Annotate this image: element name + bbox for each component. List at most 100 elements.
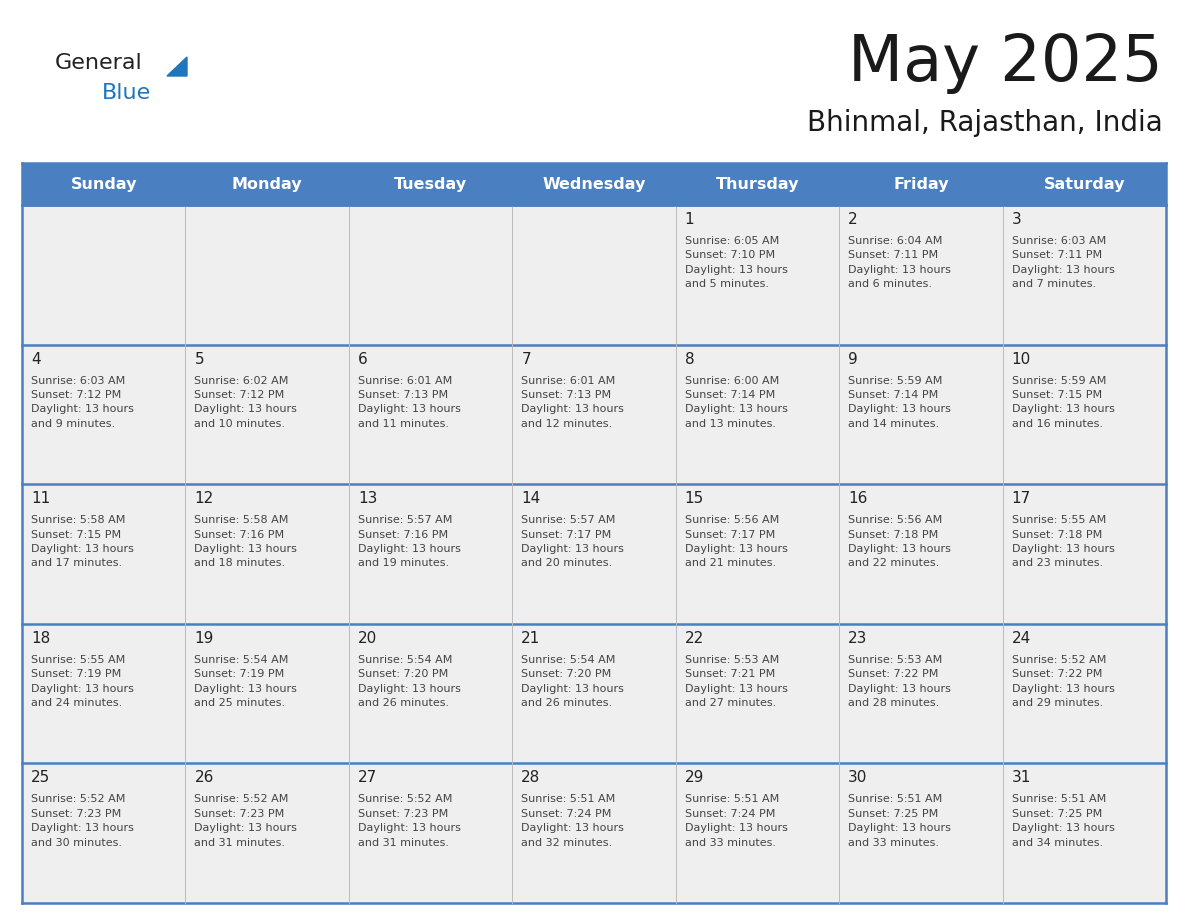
Text: 25: 25 <box>31 770 50 786</box>
Bar <box>676 205 839 344</box>
Text: Sunrise: 6:01 AM
Sunset: 7:13 PM
Daylight: 13 hours
and 12 minutes.: Sunrise: 6:01 AM Sunset: 7:13 PM Dayligh… <box>522 375 624 429</box>
Text: 6: 6 <box>358 352 367 366</box>
Text: Blue: Blue <box>102 83 151 103</box>
Text: Sunrise: 5:51 AM
Sunset: 7:24 PM
Daylight: 13 hours
and 33 minutes.: Sunrise: 5:51 AM Sunset: 7:24 PM Dayligh… <box>684 794 788 847</box>
Text: 16: 16 <box>848 491 867 506</box>
Text: 30: 30 <box>848 770 867 786</box>
Bar <box>1003 344 1165 484</box>
Bar <box>349 624 512 764</box>
Bar <box>185 205 349 344</box>
Text: Sunrise: 5:53 AM
Sunset: 7:21 PM
Daylight: 13 hours
and 27 minutes.: Sunrise: 5:53 AM Sunset: 7:21 PM Dayligh… <box>684 655 788 708</box>
Bar <box>349 344 512 484</box>
Bar <box>676 484 839 624</box>
Text: 14: 14 <box>522 491 541 506</box>
Text: Sunrise: 5:54 AM
Sunset: 7:19 PM
Daylight: 13 hours
and 25 minutes.: Sunrise: 5:54 AM Sunset: 7:19 PM Dayligh… <box>195 655 297 708</box>
Text: 27: 27 <box>358 770 377 786</box>
Text: 11: 11 <box>31 491 50 506</box>
Text: 20: 20 <box>358 631 377 645</box>
Text: Sunrise: 6:00 AM
Sunset: 7:14 PM
Daylight: 13 hours
and 13 minutes.: Sunrise: 6:00 AM Sunset: 7:14 PM Dayligh… <box>684 375 788 429</box>
Text: 22: 22 <box>684 631 704 645</box>
Text: Sunday: Sunday <box>70 176 137 192</box>
Text: Tuesday: Tuesday <box>394 176 467 192</box>
Text: 21: 21 <box>522 631 541 645</box>
Bar <box>1003 484 1165 624</box>
Text: 8: 8 <box>684 352 694 366</box>
Text: 7: 7 <box>522 352 531 366</box>
Bar <box>839 764 1003 903</box>
Bar <box>512 484 676 624</box>
Bar <box>185 624 349 764</box>
Bar <box>676 764 839 903</box>
Bar <box>512 344 676 484</box>
Bar <box>185 344 349 484</box>
Text: Sunrise: 5:51 AM
Sunset: 7:25 PM
Daylight: 13 hours
and 34 minutes.: Sunrise: 5:51 AM Sunset: 7:25 PM Dayligh… <box>1011 794 1114 847</box>
Bar <box>23 205 185 344</box>
Text: Saturday: Saturday <box>1043 176 1125 192</box>
Text: Sunrise: 6:02 AM
Sunset: 7:12 PM
Daylight: 13 hours
and 10 minutes.: Sunrise: 6:02 AM Sunset: 7:12 PM Dayligh… <box>195 375 297 429</box>
Text: 9: 9 <box>848 352 858 366</box>
Text: Sunrise: 5:53 AM
Sunset: 7:22 PM
Daylight: 13 hours
and 28 minutes.: Sunrise: 5:53 AM Sunset: 7:22 PM Dayligh… <box>848 655 952 708</box>
Text: Friday: Friday <box>893 176 949 192</box>
Text: 29: 29 <box>684 770 704 786</box>
Text: 19: 19 <box>195 631 214 645</box>
Bar <box>349 764 512 903</box>
Text: Sunrise: 6:03 AM
Sunset: 7:11 PM
Daylight: 13 hours
and 7 minutes.: Sunrise: 6:03 AM Sunset: 7:11 PM Dayligh… <box>1011 236 1114 289</box>
Text: 31: 31 <box>1011 770 1031 786</box>
Bar <box>839 624 1003 764</box>
Text: 24: 24 <box>1011 631 1031 645</box>
Text: Thursday: Thursday <box>715 176 800 192</box>
Text: Sunrise: 6:03 AM
Sunset: 7:12 PM
Daylight: 13 hours
and 9 minutes.: Sunrise: 6:03 AM Sunset: 7:12 PM Dayligh… <box>31 375 134 429</box>
Text: 13: 13 <box>358 491 378 506</box>
Bar <box>349 205 512 344</box>
Text: 10: 10 <box>1011 352 1031 366</box>
Bar <box>23 163 1165 205</box>
Text: Sunrise: 5:51 AM
Sunset: 7:24 PM
Daylight: 13 hours
and 32 minutes.: Sunrise: 5:51 AM Sunset: 7:24 PM Dayligh… <box>522 794 624 847</box>
Text: 28: 28 <box>522 770 541 786</box>
Text: 12: 12 <box>195 491 214 506</box>
Text: Sunrise: 5:55 AM
Sunset: 7:19 PM
Daylight: 13 hours
and 24 minutes.: Sunrise: 5:55 AM Sunset: 7:19 PM Dayligh… <box>31 655 134 708</box>
Polygon shape <box>168 57 187 76</box>
Text: 18: 18 <box>31 631 50 645</box>
Text: Wednesday: Wednesday <box>542 176 646 192</box>
Text: 23: 23 <box>848 631 867 645</box>
Text: Monday: Monday <box>232 176 303 192</box>
Text: Sunrise: 5:54 AM
Sunset: 7:20 PM
Daylight: 13 hours
and 26 minutes.: Sunrise: 5:54 AM Sunset: 7:20 PM Dayligh… <box>522 655 624 708</box>
Text: Sunrise: 5:56 AM
Sunset: 7:18 PM
Daylight: 13 hours
and 22 minutes.: Sunrise: 5:56 AM Sunset: 7:18 PM Dayligh… <box>848 515 952 568</box>
Text: Sunrise: 5:57 AM
Sunset: 7:16 PM
Daylight: 13 hours
and 19 minutes.: Sunrise: 5:57 AM Sunset: 7:16 PM Dayligh… <box>358 515 461 568</box>
Bar <box>839 484 1003 624</box>
Bar <box>676 624 839 764</box>
Text: 5: 5 <box>195 352 204 366</box>
Bar <box>1003 205 1165 344</box>
Text: Sunrise: 6:04 AM
Sunset: 7:11 PM
Daylight: 13 hours
and 6 minutes.: Sunrise: 6:04 AM Sunset: 7:11 PM Dayligh… <box>848 236 952 289</box>
Bar <box>839 344 1003 484</box>
Text: Sunrise: 5:52 AM
Sunset: 7:23 PM
Daylight: 13 hours
and 31 minutes.: Sunrise: 5:52 AM Sunset: 7:23 PM Dayligh… <box>195 794 297 847</box>
Bar <box>839 205 1003 344</box>
Bar <box>23 624 185 764</box>
Bar <box>1003 764 1165 903</box>
Bar <box>512 764 676 903</box>
Text: May 2025: May 2025 <box>848 32 1163 94</box>
Bar <box>676 344 839 484</box>
Text: 3: 3 <box>1011 212 1022 227</box>
Text: Sunrise: 5:57 AM
Sunset: 7:17 PM
Daylight: 13 hours
and 20 minutes.: Sunrise: 5:57 AM Sunset: 7:17 PM Dayligh… <box>522 515 624 568</box>
Text: Sunrise: 5:56 AM
Sunset: 7:17 PM
Daylight: 13 hours
and 21 minutes.: Sunrise: 5:56 AM Sunset: 7:17 PM Dayligh… <box>684 515 788 568</box>
Bar <box>185 484 349 624</box>
Text: Sunrise: 5:55 AM
Sunset: 7:18 PM
Daylight: 13 hours
and 23 minutes.: Sunrise: 5:55 AM Sunset: 7:18 PM Dayligh… <box>1011 515 1114 568</box>
Text: Sunrise: 5:52 AM
Sunset: 7:23 PM
Daylight: 13 hours
and 31 minutes.: Sunrise: 5:52 AM Sunset: 7:23 PM Dayligh… <box>358 794 461 847</box>
Text: Sunrise: 5:58 AM
Sunset: 7:15 PM
Daylight: 13 hours
and 17 minutes.: Sunrise: 5:58 AM Sunset: 7:15 PM Dayligh… <box>31 515 134 568</box>
Text: General: General <box>55 53 143 73</box>
Bar <box>512 205 676 344</box>
Text: Sunrise: 6:01 AM
Sunset: 7:13 PM
Daylight: 13 hours
and 11 minutes.: Sunrise: 6:01 AM Sunset: 7:13 PM Dayligh… <box>358 375 461 429</box>
Text: 4: 4 <box>31 352 40 366</box>
Bar <box>512 624 676 764</box>
Bar <box>23 764 185 903</box>
Text: Bhinmal, Rajasthan, India: Bhinmal, Rajasthan, India <box>808 109 1163 137</box>
Text: 15: 15 <box>684 491 704 506</box>
Bar <box>1003 624 1165 764</box>
Bar <box>23 484 185 624</box>
Bar <box>349 484 512 624</box>
Text: Sunrise: 5:58 AM
Sunset: 7:16 PM
Daylight: 13 hours
and 18 minutes.: Sunrise: 5:58 AM Sunset: 7:16 PM Dayligh… <box>195 515 297 568</box>
Text: Sunrise: 5:52 AM
Sunset: 7:23 PM
Daylight: 13 hours
and 30 minutes.: Sunrise: 5:52 AM Sunset: 7:23 PM Dayligh… <box>31 794 134 847</box>
Text: Sunrise: 5:54 AM
Sunset: 7:20 PM
Daylight: 13 hours
and 26 minutes.: Sunrise: 5:54 AM Sunset: 7:20 PM Dayligh… <box>358 655 461 708</box>
Text: Sunrise: 6:05 AM
Sunset: 7:10 PM
Daylight: 13 hours
and 5 minutes.: Sunrise: 6:05 AM Sunset: 7:10 PM Dayligh… <box>684 236 788 289</box>
